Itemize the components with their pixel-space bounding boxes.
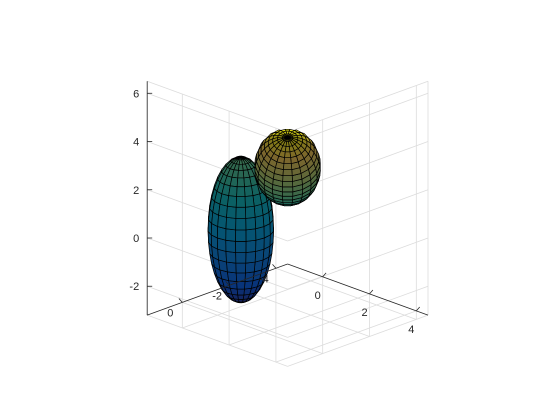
surface-facet-2 <box>282 175 293 182</box>
surface-facet-1 <box>225 239 237 253</box>
surface-facet-1 <box>244 185 254 197</box>
surface-facet-1 <box>245 205 256 219</box>
x-tick-mark <box>369 289 374 295</box>
surface-facet-1 <box>227 271 237 282</box>
surfaces <box>207 128 321 304</box>
surface-facet-1 <box>235 241 247 253</box>
y-tick-label: 0 <box>167 307 173 319</box>
grid-line-z <box>147 285 288 338</box>
surface-facet-2 <box>284 151 291 158</box>
z-tick-label: 2 <box>133 185 139 197</box>
surface-facet-2 <box>282 195 294 201</box>
surface-facet-1 <box>237 170 245 179</box>
surface-facet-1 <box>227 195 237 208</box>
surface-facet-2 <box>284 146 291 153</box>
y-tick-mark <box>225 281 230 286</box>
grid-line-y <box>275 267 417 320</box>
surface-facet-1 <box>245 261 256 274</box>
surface-facet-1 <box>226 205 237 219</box>
surface-facet-1 <box>238 299 244 303</box>
surface-facet-1 <box>235 229 247 242</box>
z-tick-label: 6 <box>133 88 139 100</box>
z-tick-label: -2 <box>129 281 139 293</box>
surface-facet-2 <box>282 199 293 204</box>
surface-facet-1 <box>236 281 246 290</box>
axes-box <box>146 80 429 367</box>
grid-line-z <box>287 285 429 338</box>
surface-facet-2 <box>283 157 292 164</box>
y-tick-label: -2 <box>212 290 222 302</box>
tick-labels: -2 0 2 4 6 0 2 4 -4 -2 0 <box>129 88 414 336</box>
surface-facet-1 <box>235 272 246 282</box>
surface-facet-1 <box>244 280 254 290</box>
surface-facet-2 <box>282 181 294 188</box>
surface-facet-1 <box>225 216 237 231</box>
surface-facet-1 <box>244 195 255 208</box>
surface-facet-2 <box>283 163 293 170</box>
surface-facet-2 <box>285 141 290 147</box>
surface-facet-1 <box>226 261 237 274</box>
x-tick-mark <box>415 306 421 312</box>
surface-facet-1 <box>238 159 243 165</box>
surface-facet-2 <box>282 186 294 193</box>
surface-facet-1 <box>238 163 244 171</box>
surface-facet-1 <box>236 186 246 197</box>
surface-facet-1 <box>236 177 245 188</box>
grid-line-z <box>147 92 288 145</box>
grid-line-y <box>182 302 323 354</box>
surface-facet-1 <box>235 196 246 208</box>
surface-facet-1 <box>236 288 245 296</box>
surface-facet-1 <box>235 262 247 274</box>
z-tick-label: 4 <box>133 137 139 149</box>
box-edge <box>287 80 429 133</box>
axes <box>146 81 429 316</box>
surface-facet-1 <box>235 218 247 231</box>
z-tick-label: 0 <box>133 233 139 245</box>
box-edge <box>147 80 288 133</box>
x-tick-label: 2 <box>361 307 367 319</box>
x-tick-mark <box>322 272 327 278</box>
surface-facet-2 <box>282 191 294 197</box>
surface-facet-1 <box>245 239 257 253</box>
grid-line-x <box>228 293 370 346</box>
surface-facet-1 <box>225 251 237 264</box>
box-edge <box>147 314 288 367</box>
x-tick-label: 0 <box>315 290 321 302</box>
grid-line-z <box>287 237 429 290</box>
surface-facet-1 <box>245 228 257 242</box>
grid-line-x <box>275 310 417 363</box>
grid-line-z <box>287 189 429 242</box>
y-axis-line <box>147 263 288 316</box>
surface-facet-2 <box>282 169 293 176</box>
y-tick-label: -4 <box>259 273 269 285</box>
surface-facet-1 <box>228 185 238 197</box>
surface-facet-1 <box>245 251 256 264</box>
surface-facet-1 <box>235 252 247 264</box>
surface-facet-1 <box>245 216 256 231</box>
surface-facet-1 <box>225 228 237 242</box>
x-axis-line <box>287 263 429 316</box>
surface-facet-1 <box>235 206 247 219</box>
box-edge <box>287 314 429 367</box>
y-tick-mark <box>272 264 277 269</box>
grid-line-z <box>287 92 429 145</box>
x-tick-label: 4 <box>408 324 414 336</box>
surface-facet-1 <box>237 294 245 300</box>
y-tick-mark <box>178 298 183 303</box>
